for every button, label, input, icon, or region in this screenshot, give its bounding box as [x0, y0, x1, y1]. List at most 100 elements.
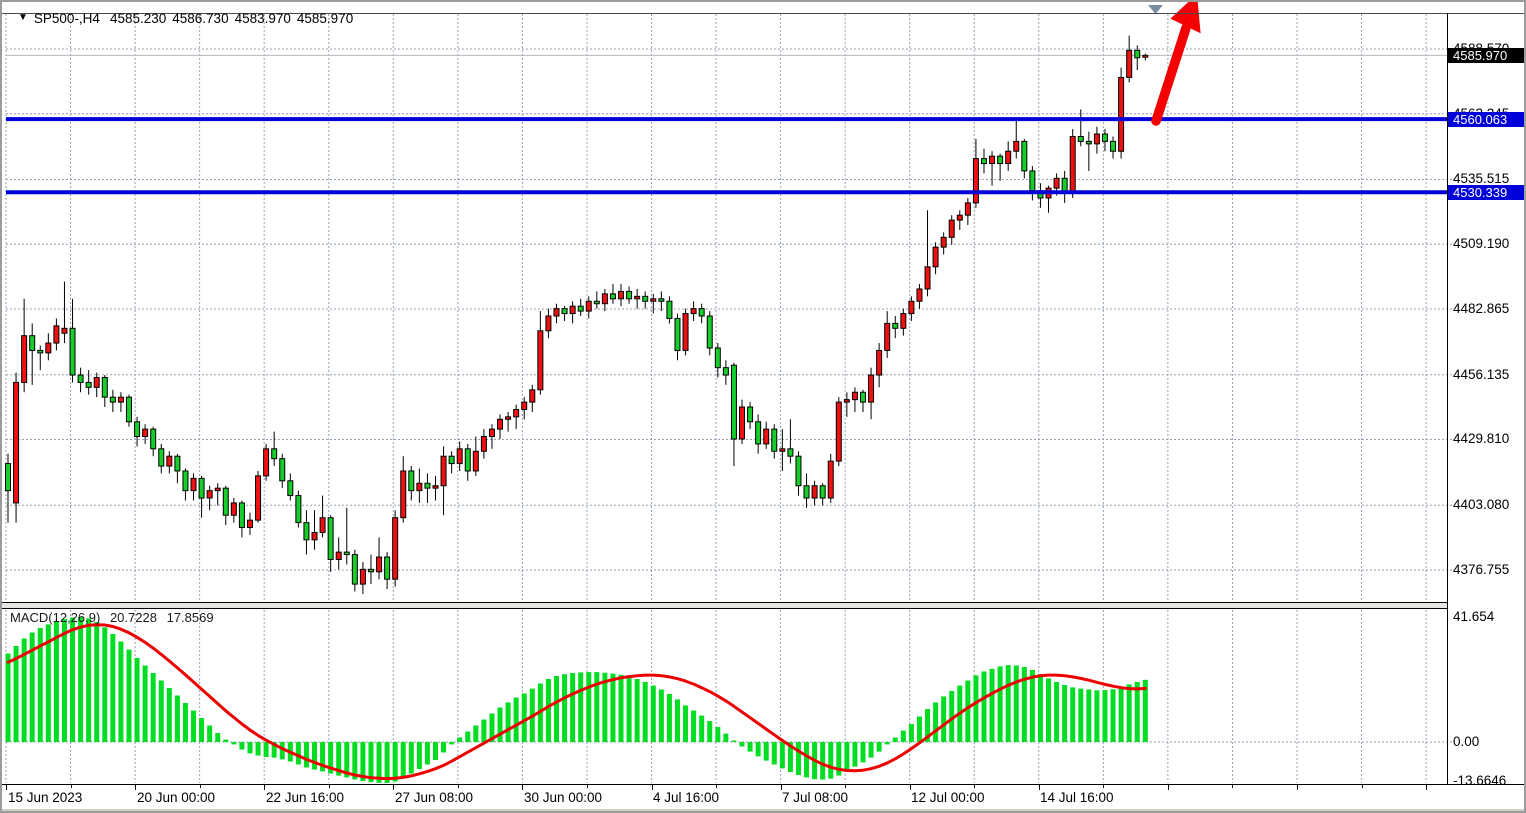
macd-histogram-bar: [29, 632, 35, 742]
candle-body: [1029, 170, 1036, 192]
macd-histogram-bar: [626, 676, 632, 742]
macd-histogram-bar: [715, 727, 721, 742]
candle-body: [424, 482, 431, 489]
indicator-value-main: 20.7228: [109, 610, 157, 625]
candle-body: [222, 487, 229, 516]
symbol-dropdown-icon[interactable]: ▼: [18, 12, 28, 23]
price-axis-label: 4429.810: [1453, 431, 1510, 447]
macd-histogram-bar: [691, 710, 697, 742]
candle-body: [190, 477, 197, 492]
candle-body: [311, 531, 318, 541]
macd-histogram-bar: [1046, 678, 1052, 742]
time-axis-tick: [1297, 785, 1298, 790]
candle-body: [109, 396, 116, 403]
candle-body: [779, 448, 786, 452]
macd-histogram-bar: [320, 742, 326, 772]
time-axis-tick: [264, 785, 266, 790]
macd-histogram-bar: [303, 742, 309, 768]
macd-histogram-bar: [973, 675, 979, 742]
macd-histogram-bar: [142, 665, 148, 742]
macd-histogram-bar: [408, 742, 414, 774]
macd-histogram-bar: [70, 617, 76, 742]
time-axis-tick: [135, 785, 137, 790]
candle-body: [1093, 133, 1100, 145]
macd-histogram-bar: [215, 733, 221, 742]
macd-histogram-bar: [594, 672, 600, 742]
time-axis-tick: [1038, 785, 1040, 790]
macd-histogram-bar: [441, 742, 447, 753]
candle-body: [666, 300, 673, 319]
candle-body: [117, 396, 124, 403]
macd-histogram-bar: [126, 649, 132, 742]
macd-histogram-bar: [21, 638, 27, 742]
macd-histogram-bar: [844, 742, 850, 772]
macd-histogram-bar: [1005, 665, 1011, 742]
macd-histogram-bar: [545, 679, 551, 742]
candle-body: [722, 367, 729, 376]
time-axis-tick: [1426, 785, 1428, 790]
candle-body: [1053, 177, 1060, 189]
macd-histogram-bar: [618, 674, 624, 742]
macd-histogram-bar: [102, 627, 108, 742]
ohlc-open: 4585.230: [109, 10, 167, 26]
time-axis-label: 22 Jun 16:00: [266, 790, 345, 805]
window-bottom-edge: [2, 809, 1524, 811]
time-axis-tick: [393, 785, 395, 790]
macd-histogram-bar: [828, 742, 834, 779]
candle-body: [319, 517, 326, 533]
macd-histogram-bar: [562, 674, 568, 742]
macd-histogram-bar: [1110, 689, 1116, 742]
candle-body: [739, 406, 746, 440]
candle-body: [359, 568, 366, 585]
candle-body: [1118, 76, 1125, 152]
candle-body: [811, 485, 818, 499]
macd-histogram-bar: [360, 742, 366, 781]
candle-body: [956, 214, 963, 221]
macd-histogram-bar: [1118, 687, 1124, 742]
macd-histogram-bar: [876, 742, 882, 752]
candle-body: [771, 428, 778, 452]
time-axis-tick: [909, 785, 911, 790]
time-axis-tick: [1103, 785, 1105, 788]
marker-triangle-icon: [1148, 5, 1163, 14]
macd-histogram-bar: [586, 672, 592, 742]
panel-separator-bottom[interactable]: [2, 608, 1447, 609]
indicator-value-signal: 17.8569: [166, 610, 214, 625]
panel-splitter[interactable]: [2, 603, 1447, 608]
macd-histogram-bar: [263, 742, 269, 757]
candle-body: [182, 470, 189, 492]
candle-body: [464, 448, 471, 472]
macd-histogram-bar: [989, 668, 995, 742]
macd-histogram-bar: [295, 742, 301, 765]
time-axis-tick: [586, 785, 588, 788]
macd-histogram-bar: [747, 742, 753, 752]
macd-axis-label: -13.6646: [1453, 773, 1507, 788]
panel-separator-top[interactable]: [2, 602, 1447, 603]
time-axis-tick: [1361, 785, 1363, 788]
macd-histogram-bar: [150, 673, 156, 742]
candle-body: [529, 389, 536, 403]
price-axis-label: 4403.080: [1453, 497, 1510, 513]
macd-histogram-bar: [53, 621, 59, 742]
macd-histogram-bar: [553, 676, 559, 742]
candle-body: [609, 293, 616, 300]
macd-histogram-bar: [207, 725, 213, 742]
macd-histogram-bar: [158, 680, 164, 742]
time-axis-tick: [328, 785, 330, 788]
macd-histogram-bar: [1062, 685, 1068, 742]
candle-body: [77, 374, 84, 383]
macd-histogram-bar: [424, 742, 430, 765]
ohlc-low: 4583.970: [234, 10, 291, 26]
candle-body: [230, 502, 237, 516]
macd-histogram-bar: [610, 673, 616, 742]
macd-histogram-bar: [852, 742, 858, 767]
macd-histogram-bar: [328, 742, 334, 774]
candle-body: [488, 428, 495, 438]
candle-body: [593, 300, 600, 305]
candle-body: [787, 448, 794, 457]
candle-body: [1085, 140, 1092, 145]
candle-body: [1013, 140, 1020, 152]
candle-body: [835, 401, 842, 462]
time-axis-label: 7 Jul 08:00: [782, 790, 849, 805]
